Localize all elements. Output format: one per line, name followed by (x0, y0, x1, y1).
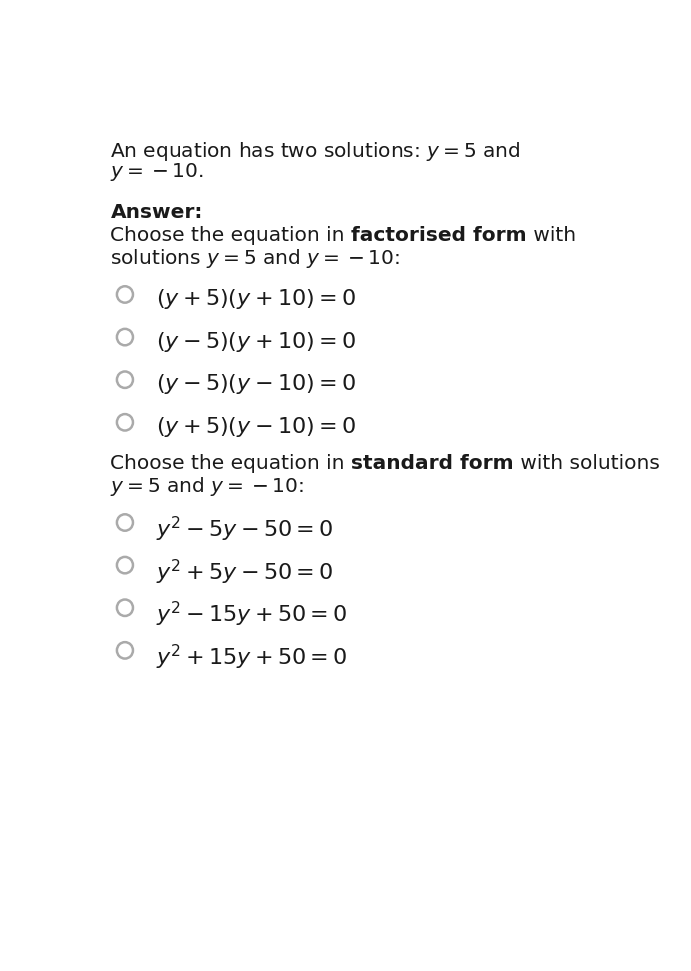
Text: standard form: standard form (351, 454, 514, 474)
Text: $y^2 + 5y - 50 = 0$: $y^2 + 5y - 50 = 0$ (156, 557, 334, 586)
Text: with solutions: with solutions (514, 454, 660, 474)
Text: factorised form: factorised form (351, 226, 527, 246)
Text: with: with (527, 226, 576, 246)
Text: Choose the equation in: Choose the equation in (111, 226, 351, 246)
Text: solutions $y = 5$ and $y = -10$:: solutions $y = 5$ and $y = -10$: (111, 248, 401, 270)
Text: $(y - 5)(y - 10) = 0$: $(y - 5)(y - 10) = 0$ (156, 372, 356, 396)
Text: An equation has two solutions: $y = 5$ and: An equation has two solutions: $y = 5$ a… (111, 141, 521, 163)
Text: $y^2 - 5y - 50 = 0$: $y^2 - 5y - 50 = 0$ (156, 515, 334, 544)
Text: $y = -10$.: $y = -10$. (111, 161, 204, 184)
Text: Answer:: Answer: (111, 203, 203, 221)
Text: $y^2 - 15y + 50 = 0$: $y^2 - 15y + 50 = 0$ (156, 600, 348, 629)
Text: Choose the equation in: Choose the equation in (111, 454, 351, 474)
Text: $(y - 5)(y + 10) = 0$: $(y - 5)(y + 10) = 0$ (156, 329, 356, 353)
Text: $y = 5$ and $y = -10$:: $y = 5$ and $y = -10$: (111, 476, 305, 498)
Text: $(y + 5)(y + 10) = 0$: $(y + 5)(y + 10) = 0$ (156, 287, 356, 311)
Text: $(y + 5)(y - 10) = 0$: $(y + 5)(y - 10) = 0$ (156, 415, 356, 439)
Text: $y^2 + 15y + 50 = 0$: $y^2 + 15y + 50 = 0$ (156, 643, 348, 672)
